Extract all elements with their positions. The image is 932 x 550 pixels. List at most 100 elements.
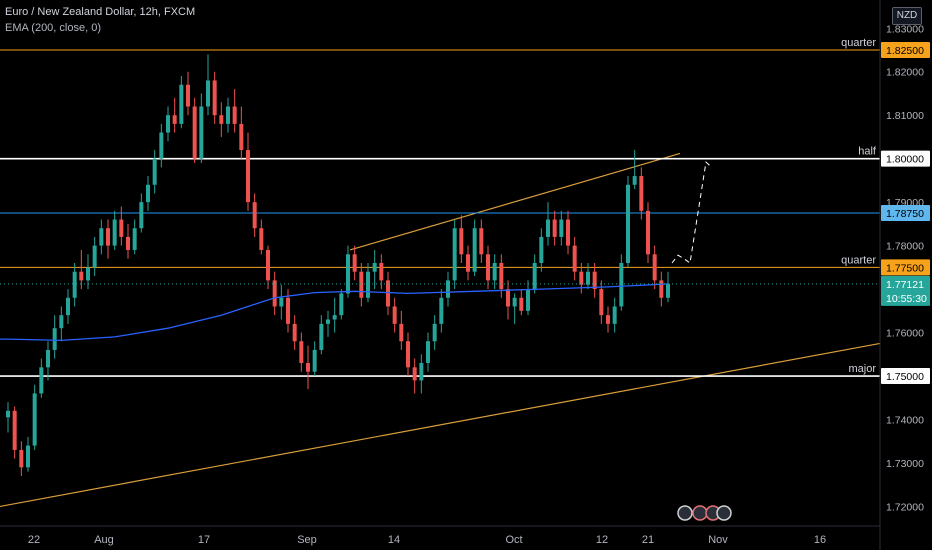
- candle: [352, 245, 357, 281]
- candle-body: [99, 228, 104, 246]
- candle-body: [566, 219, 570, 246]
- candle: [606, 306, 610, 333]
- candle: [259, 219, 264, 255]
- candle: [592, 263, 597, 298]
- chart-title: Euro / New Zealand Dollar, 12h, FXCM: [5, 6, 196, 18]
- candle: [112, 210, 117, 250]
- candle: [126, 223, 130, 259]
- candle-body: [46, 349, 50, 368]
- candle-body: [539, 236, 544, 263]
- candle: [106, 219, 110, 259]
- candle: [139, 193, 144, 233]
- candle: [546, 202, 550, 246]
- candle-body: [366, 271, 370, 298]
- candle-body: [19, 449, 24, 468]
- candle-body: [139, 202, 144, 229]
- candle: [312, 341, 317, 377]
- candle-body: [146, 184, 150, 203]
- candle: [632, 149, 637, 190]
- candle-body: [72, 271, 77, 298]
- candle: [159, 123, 164, 168]
- candle: [432, 315, 437, 350]
- candle: [386, 271, 390, 316]
- event-marker-icon: [692, 505, 708, 521]
- candle-body: [386, 280, 390, 307]
- candle-layer: [6, 54, 670, 477]
- candle: [19, 441, 24, 477]
- candle: [32, 384, 37, 450]
- candle-body: [246, 149, 250, 203]
- candle: [499, 254, 504, 298]
- candle-body: [172, 115, 177, 124]
- price-level-tag: [881, 368, 930, 385]
- candle-body: [492, 263, 497, 281]
- candle-body: [79, 271, 84, 281]
- candle-body: [106, 228, 110, 246]
- candle-body: [132, 228, 137, 250]
- candle: [186, 71, 190, 116]
- candle: [412, 358, 417, 394]
- price-level-tag-label: 1.75000: [886, 371, 924, 383]
- candle-body: [419, 362, 424, 381]
- candle: [479, 219, 484, 263]
- candle: [512, 293, 517, 324]
- candle-body: [306, 362, 310, 372]
- candle-body: [66, 297, 70, 316]
- candle-body: [439, 297, 444, 324]
- price-level-tag-label: 1.82500: [886, 45, 924, 57]
- candle-body: [612, 306, 617, 324]
- candle: [452, 219, 457, 290]
- candle-body: [272, 280, 277, 307]
- candle: [446, 271, 450, 307]
- candle-body: [606, 315, 610, 324]
- time-tick-label: 22: [28, 534, 40, 546]
- currency-badge[interactable]: NZD: [892, 7, 922, 25]
- level-label: quarter: [841, 37, 876, 49]
- price-tick-label: 1.81000: [886, 110, 924, 122]
- time-axis[interactable]: 22 Aug 17 Sep 14 Oct 12 21 Nov 16: [0, 525, 880, 546]
- candle: [232, 89, 237, 133]
- level-label: half: [858, 146, 877, 158]
- candle: [272, 271, 277, 316]
- candle: [279, 284, 284, 320]
- candle-body: [212, 80, 217, 116]
- price-tick-label: 1.72000: [886, 501, 924, 513]
- candle: [226, 97, 230, 133]
- candle: [659, 271, 664, 307]
- candle: [332, 297, 337, 333]
- price-axis[interactable]: 1.720001.730001.740001.750001.760001.770…: [879, 0, 932, 550]
- events-layer[interactable]: [677, 505, 732, 521]
- candle-body: [652, 254, 657, 281]
- candle: [66, 289, 70, 324]
- candle: [552, 210, 557, 246]
- candle: [92, 236, 97, 277]
- candle: [206, 54, 210, 116]
- candle-body: [12, 410, 17, 450]
- event-marker-icon: [716, 505, 732, 521]
- time-tick-label: Aug: [94, 534, 114, 546]
- price-tick-label: 1.82000: [886, 67, 924, 79]
- candle: [172, 97, 177, 133]
- candle-body: [599, 289, 604, 316]
- candle-body: [552, 219, 557, 237]
- price-level-tag: [881, 41, 930, 58]
- candle: [246, 132, 250, 211]
- indicator-label[interactable]: EMA (200, close, 0): [5, 22, 101, 34]
- candle-body: [59, 315, 64, 329]
- candle-body: [32, 393, 37, 446]
- candle: [506, 280, 510, 320]
- candle: [12, 406, 17, 459]
- candle: [379, 254, 384, 290]
- candle: [212, 71, 217, 124]
- candle-body: [86, 267, 90, 281]
- candle: [439, 289, 444, 333]
- candle: [666, 271, 670, 303]
- candle-body: [346, 254, 350, 294]
- level-label: major: [848, 363, 876, 375]
- candle-body: [26, 445, 30, 468]
- candle: [266, 245, 270, 290]
- candle-body: [479, 228, 484, 255]
- candle: [586, 263, 590, 290]
- candle: [252, 193, 257, 237]
